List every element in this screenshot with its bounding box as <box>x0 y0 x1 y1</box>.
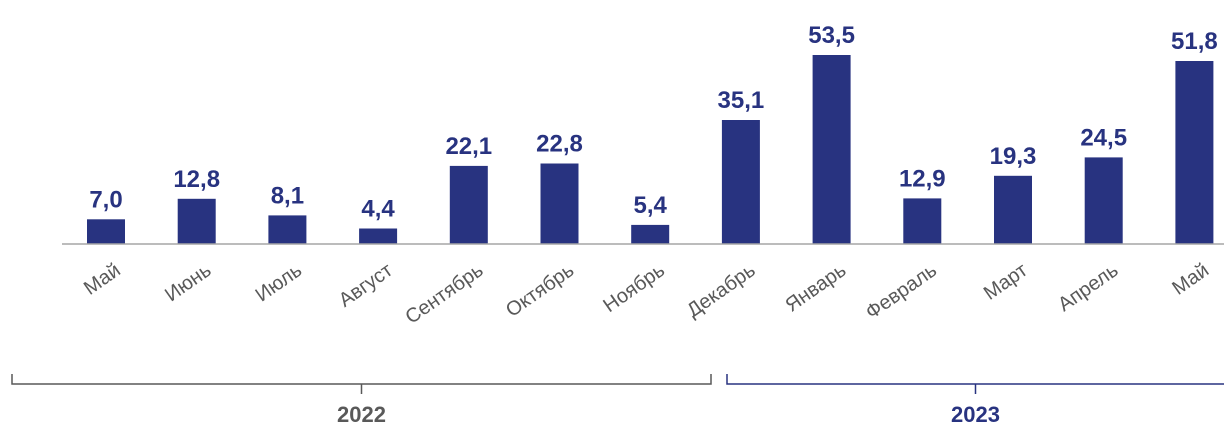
bracket-2022 <box>11 374 712 394</box>
bars-group <box>87 55 1214 244</box>
bar-5 <box>449 165 488 244</box>
data-label-2: 12,8 <box>173 166 220 193</box>
tick-label-12: Апрель <box>1054 259 1122 316</box>
tick-label-2: Июнь <box>161 259 215 306</box>
data-label-8: 35,1 <box>718 87 765 114</box>
bar-8 <box>721 120 760 244</box>
tick-label-7: Ноябрь <box>599 259 668 317</box>
tick-labels-group: Май Июнь Июль Август Сентябрь Октябрь Ноябрь Де… <box>80 259 1213 328</box>
bar-10 <box>903 198 942 244</box>
tick-label-9: Январь <box>781 259 850 316</box>
bar-9 <box>812 55 851 244</box>
data-label-4: 4,4 <box>361 196 395 223</box>
data-label-11: 19,3 <box>990 143 1037 170</box>
data-label-7: 5,4 <box>634 192 668 219</box>
year-brackets-group: 2022 2023 <box>11 374 1224 427</box>
year-label-2023: 2023 <box>951 402 1000 427</box>
data-label-9: 53,5 <box>808 22 855 49</box>
tick-label-8: Декабрь <box>683 259 759 322</box>
bar-4 <box>359 228 398 244</box>
bracket-2023 <box>726 374 1224 394</box>
tick-label-5: Сентябрь <box>401 259 487 328</box>
data-label-3: 8,1 <box>271 182 304 209</box>
data-label-10: 12,9 <box>899 165 946 192</box>
tick-label-1: Май <box>80 259 125 299</box>
data-label-5: 22,1 <box>445 133 492 160</box>
tick-label-13: Май <box>1168 259 1213 299</box>
bar-3 <box>268 215 307 244</box>
data-label-1: 7,0 <box>89 186 122 213</box>
tick-label-3: Июль <box>252 259 306 306</box>
year-label-2022: 2022 <box>337 402 386 427</box>
tick-label-11: Март <box>980 259 1032 304</box>
value-labels-group: 7,0 12,8 8,1 4,4 22,1 22,8 5,4 35,1 53,5 12,9 19,3… <box>89 22 1217 223</box>
bar-7 <box>631 224 670 244</box>
data-label-13: 51,8 <box>1171 28 1218 55</box>
bar-2 <box>177 198 216 244</box>
bar-12 <box>1084 157 1123 244</box>
bar-11 <box>994 175 1032 244</box>
tick-label-6: Октябрь <box>502 259 578 321</box>
bar-13 <box>1175 61 1214 244</box>
data-label-6: 22,8 <box>536 131 583 158</box>
tick-label-4: Август <box>335 259 397 312</box>
data-label-12: 24,5 <box>1080 124 1127 151</box>
bar-1 <box>87 219 125 244</box>
bar-6 <box>540 163 579 244</box>
tick-label-10: Февраль <box>862 259 941 324</box>
